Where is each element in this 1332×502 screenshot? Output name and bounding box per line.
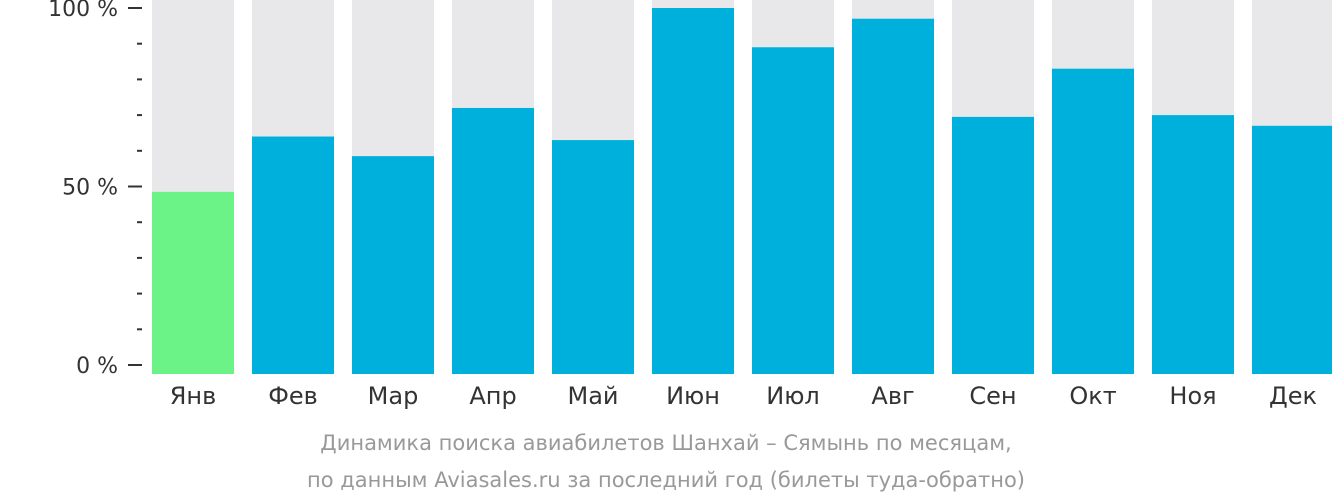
bar (152, 191, 234, 374)
x-tick-label: Сен (969, 382, 1016, 410)
chart-caption-line-2: по данным Aviasales.ru за последний год … (307, 468, 1025, 492)
x-tick-label: Мар (368, 382, 419, 410)
chart-caption-line-1: Динамика поиска авиабилетов Шанхай – Сям… (320, 431, 1012, 455)
x-tick-label: Май (567, 382, 618, 410)
bar (452, 107, 534, 375)
x-tick-label: Апр (469, 382, 516, 410)
x-tick-label: Окт (1069, 382, 1116, 410)
x-tick-label: Дек (1269, 382, 1317, 410)
y-tick-label: 100 % (48, 0, 118, 22)
bar (352, 156, 434, 374)
y-tick-label: 50 % (62, 176, 118, 201)
bar (852, 18, 934, 375)
bar-chart: 100 % 50 % 0 % Янв Фев Мар Апр Май Июн Июл Авг Сен… (48, 0, 1332, 410)
bar (1252, 125, 1332, 374)
bars-group (152, 0, 1332, 375)
x-tick-label: Авг (871, 382, 914, 410)
bar (952, 116, 1034, 374)
bar (252, 136, 334, 374)
y-axis: 100 % 50 % 0 % (48, 0, 142, 379)
bar (1052, 68, 1134, 374)
bar (552, 140, 634, 374)
bar (1152, 115, 1234, 374)
x-tick-label: Июл (766, 382, 820, 410)
y-tick-label: 0 % (76, 354, 118, 379)
x-tick-label: Янв (170, 382, 217, 410)
x-tick-label: Фев (268, 382, 318, 410)
bar (652, 8, 734, 374)
x-tick-label: Ноя (1169, 382, 1216, 410)
bar (752, 47, 834, 375)
x-tick-label: Июн (666, 382, 720, 410)
x-axis: Янв Фев Мар Апр Май Июн Июл Авг Сен Окт Ноя Дек (170, 382, 1317, 410)
